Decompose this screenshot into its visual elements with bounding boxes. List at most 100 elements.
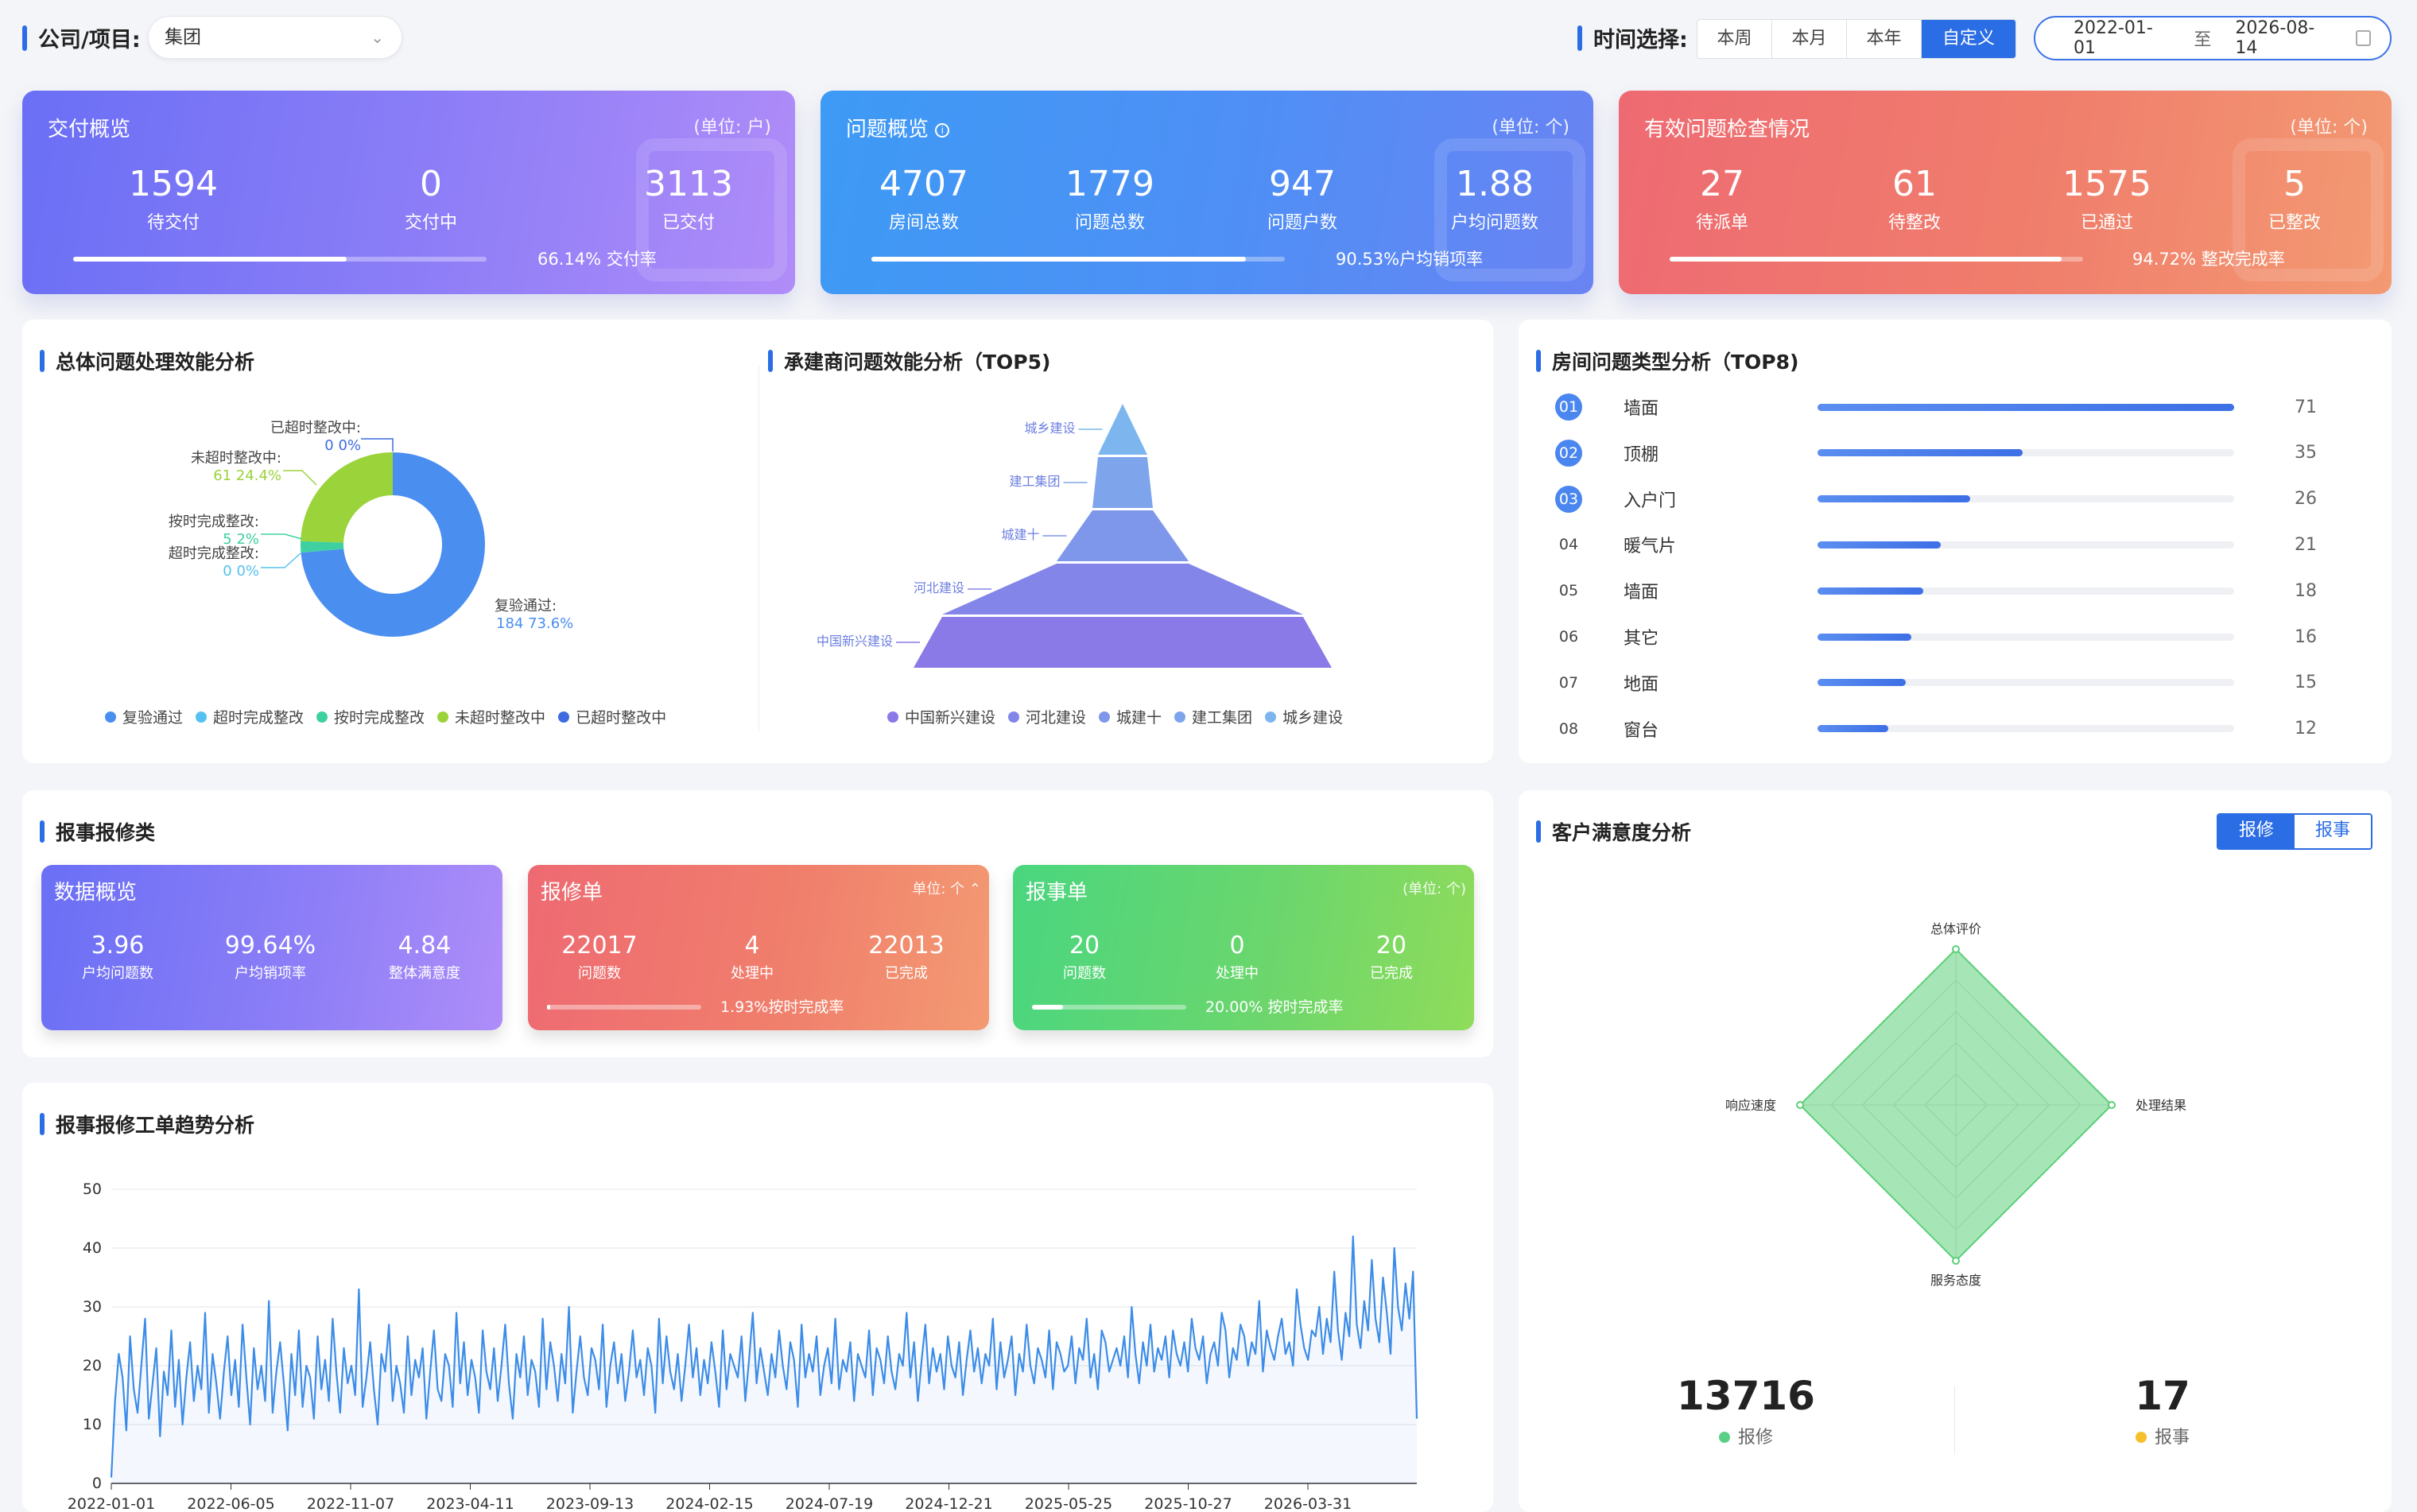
trend-title: 报事报修工单趋势分析 <box>40 1110 254 1138</box>
rank-row[interactable]: 05 墙面 18 <box>1555 575 2318 607</box>
company-label: 公司/项目: <box>38 28 141 52</box>
legend-item[interactable]: 河北建设 <box>1008 706 1086 727</box>
incident-order-card: 报事单 (单位: 个) 20 问题数 0 处理中 20 已完成 20.00% 按… <box>1013 865 1474 1030</box>
rank-row[interactable]: 02 顶棚 35 <box>1555 437 2318 469</box>
progress-fill <box>73 257 347 262</box>
stat-issue-households: 947 问题户数 <box>1267 164 1337 233</box>
funnel-label: 建工集团 <box>1009 474 1060 489</box>
contractor-legend: 中国新兴建设 河北建设 城建十 建工集团 城乡建设 <box>887 706 1356 727</box>
rank-value: 15 <box>2295 673 2317 693</box>
radar-point[interactable] <box>1952 945 1960 953</box>
time-tab-custom[interactable]: 自定义 <box>1922 20 2015 58</box>
x-tick-label: 2022-06-05 <box>187 1495 274 1512</box>
tab-repair[interactable]: 报修 <box>2218 815 2295 848</box>
radar-point[interactable] <box>2108 1101 2116 1109</box>
card-title: 交付概览 <box>48 118 131 142</box>
legend-label: 已超时整改中 <box>576 709 667 727</box>
rank-row[interactable]: 03 入户门 26 <box>1555 483 2318 515</box>
funnel-level[interactable] <box>1057 510 1189 561</box>
radar-point[interactable] <box>1796 1101 1804 1109</box>
rank-bar-track <box>1818 725 2234 733</box>
stat-rectified: 5 已整改 <box>2268 164 2321 233</box>
y-tick-label: 50 <box>83 1181 102 1198</box>
rank-row[interactable]: 04 暖气片 21 <box>1555 529 2318 560</box>
radar-point[interactable] <box>1952 1257 1960 1265</box>
x-tick-label: 2024-12-21 <box>905 1495 992 1512</box>
stat-avg-close-rate: 99.64% 户均销项率 <box>224 932 316 982</box>
time-tab-week[interactable]: 本周 <box>1697 20 1772 58</box>
company-select-value: 集团 <box>165 27 201 48</box>
legend-item[interactable]: 复验通过 <box>105 706 183 727</box>
x-tick-label: 2025-10-27 <box>1144 1495 1232 1512</box>
y-tick-label: 10 <box>83 1416 102 1433</box>
rank-name: 入户门 <box>1624 490 1677 511</box>
incident-total: 17 报事 <box>2083 1372 2242 1448</box>
efficiency-legend: 复验通过 超时完成整改 按时完成整改 未超时整改中 已超时整改中 <box>105 706 679 727</box>
card-title: 问题概览 i <box>846 113 950 142</box>
stat-delivering: 0 交付中 <box>404 164 457 233</box>
legend-dot <box>887 711 898 723</box>
stat-pending-delivery: 1594 待交付 <box>129 164 218 233</box>
legend-item[interactable]: 建工集团 <box>1174 706 1252 727</box>
rank-badge: 05 <box>1558 582 1579 600</box>
tab-incident[interactable]: 报事 <box>2295 815 2371 848</box>
funnel-level[interactable] <box>1092 457 1153 508</box>
donut-slice[interactable] <box>300 541 344 553</box>
rank-row[interactable]: 01 墙面 71 <box>1555 391 2318 423</box>
legend-label: 城建十 <box>1116 709 1162 727</box>
stat-incident-processing: 0 处理中 <box>1216 932 1259 982</box>
company-select[interactable]: 集团 ⌄ <box>148 16 402 59</box>
legend-item[interactable]: 超时完成整改 <box>196 706 304 727</box>
time-tab-month[interactable]: 本月 <box>1772 20 1847 58</box>
legend-item[interactable]: 城建十 <box>1099 706 1162 727</box>
company-filter: 公司/项目: <box>22 22 141 53</box>
repair-order-card: 报修单 单位: 个 ⌃ 22017 问题数 4 处理中 22013 已完成 1.… <box>528 865 989 1030</box>
y-tick-label: 40 <box>83 1239 102 1257</box>
y-tick-label: 20 <box>83 1357 102 1374</box>
rank-bar-track <box>1818 495 2234 503</box>
legend-item[interactable]: 按时完成整改 <box>316 706 425 727</box>
inspection-rate: 94.72% 整改完成率 <box>2132 250 2285 269</box>
rank-bar-track <box>1818 449 2234 457</box>
rank-row[interactable]: 07 地面 15 <box>1555 667 2318 699</box>
rank-bar <box>1818 679 1906 687</box>
chevron-up-icon: ⌃ <box>968 881 981 898</box>
calendar-icon <box>2355 30 2371 46</box>
donut-slice[interactable] <box>301 452 486 637</box>
donut-slice[interactable] <box>301 452 393 543</box>
satisfaction-title: 客户满意度分析 <box>1536 817 1691 846</box>
donut-label: 未超时整改中: <box>191 450 281 467</box>
stat-satisfaction: 4.84 整体满意度 <box>389 932 460 982</box>
progress-fill <box>1670 257 2062 262</box>
house-watermark-icon <box>636 138 787 281</box>
donut-value: 0 0% <box>324 437 361 454</box>
funnel-level[interactable] <box>942 564 1303 614</box>
legend-item[interactable]: 已超时整改中 <box>558 706 666 727</box>
analysis-panel <box>22 320 1493 763</box>
rank-bar-track <box>1818 541 2234 549</box>
radar-axis-label: 响应速度 <box>1725 1098 1776 1113</box>
legend-item[interactable]: 中国新兴建设 <box>887 706 995 727</box>
rank-row[interactable]: 06 其它 16 <box>1555 621 2318 653</box>
rank-row[interactable]: 08 窗台 12 <box>1555 713 2318 745</box>
card-unit: (单位: 户) <box>693 118 771 138</box>
legend-item[interactable]: 未超时整改中 <box>437 706 545 727</box>
legend-dot <box>437 711 449 723</box>
legend-item[interactable]: 城乡建设 <box>1265 706 1343 727</box>
label-leader-line <box>261 533 303 540</box>
info-icon[interactable]: i <box>935 122 950 138</box>
x-tick-label: 2024-02-15 <box>665 1495 753 1512</box>
funnel-level[interactable] <box>914 617 1332 668</box>
funnel-level[interactable] <box>1098 404 1147 455</box>
x-tick-label: 2022-01-01 <box>68 1495 155 1512</box>
date-end[interactable]: 2026-08-14 <box>2235 18 2315 58</box>
incident-progress-bar <box>1032 1005 1186 1010</box>
time-tab-year[interactable]: 本年 <box>1847 20 1922 58</box>
stat-delivered: 3113 已交付 <box>644 164 733 233</box>
date-range-picker[interactable]: 2022-01-01 至 2026-08-14 <box>2034 16 2392 60</box>
date-start[interactable]: 2022-01-01 <box>2074 18 2153 58</box>
legend-dot <box>1265 711 1277 723</box>
rank-value: 18 <box>2295 580 2317 601</box>
x-tick-label: 2023-09-13 <box>546 1495 634 1512</box>
